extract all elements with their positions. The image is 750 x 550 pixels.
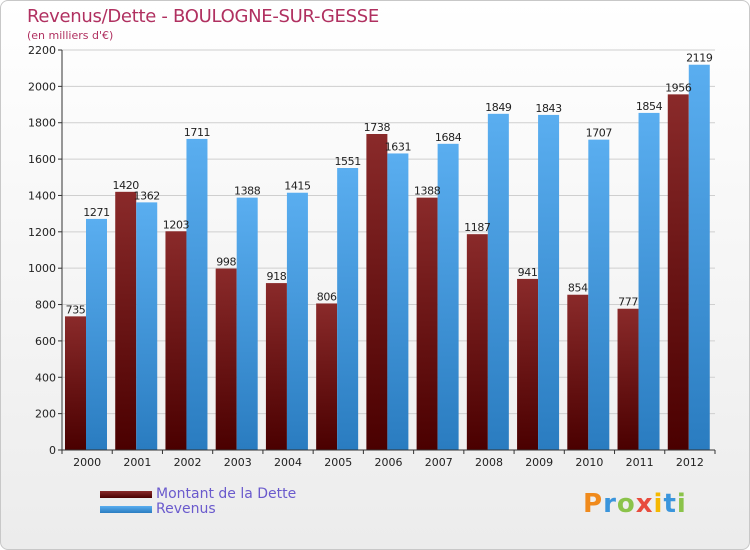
x-tick-label: 2002 (174, 456, 202, 469)
legend-swatch-revenus (100, 505, 152, 513)
legend-swatch-debt (100, 490, 152, 498)
y-tick-label: 1800 (28, 117, 56, 130)
data-label-debt-2003: 998 (216, 256, 236, 269)
data-label-revenus-2002: 1711 (184, 126, 210, 139)
legend-item-revenus: Revenus (100, 501, 216, 517)
bar-debt-2004 (265, 283, 287, 450)
proxiti-logo: Proxiti (583, 489, 687, 519)
y-tick-label: 1000 (28, 262, 56, 275)
x-tick-label: 2000 (73, 456, 101, 469)
bar-debt-2008 (466, 234, 488, 450)
legend-label-revenus: Revenus (156, 501, 216, 517)
data-label-revenus-2003: 1388 (234, 185, 261, 198)
bar-revenus-2007 (437, 143, 459, 450)
logo-letter: P (583, 489, 604, 519)
logo-letter: i (653, 489, 664, 519)
legend-label-debt: Montant de la Dette (156, 486, 297, 502)
y-tick-label: 1400 (28, 189, 56, 202)
y-tick-label: 600 (35, 335, 56, 348)
bar-debt-2005 (316, 303, 338, 450)
x-tick-label: 2006 (375, 456, 403, 469)
x-tick-label: 2010 (575, 456, 603, 469)
bars (65, 64, 710, 451)
bar-debt-2006 (366, 134, 388, 450)
bar-debt-2010 (567, 294, 589, 450)
bar-revenus-2001 (136, 202, 158, 450)
y-tick-label: 2200 (28, 44, 56, 57)
data-label-revenus-2011: 1854 (636, 100, 663, 113)
bar-revenus-2010 (588, 139, 610, 451)
data-label-revenus-2008: 1849 (485, 101, 512, 114)
bar-revenus-2002 (186, 138, 208, 450)
data-label-revenus-2006: 1631 (385, 140, 411, 153)
x-tick-label: 2012 (676, 456, 704, 469)
bar-revenus-2000 (86, 218, 107, 450)
y-tick-label: 0 (49, 444, 56, 457)
data-label-debt-2005: 806 (317, 290, 337, 303)
logo-letter: t (663, 489, 677, 519)
data-label-revenus-2001: 1362 (134, 189, 160, 202)
chart-title: Revenus/Dette - BOULOGNE-SUR-GESSE (27, 6, 379, 27)
x-tick-label: 2005 (324, 456, 352, 469)
bar-debt-2003 (215, 268, 237, 450)
bar-revenus-2005 (337, 168, 359, 450)
logo-letter: r (603, 489, 617, 519)
data-label-debt-2002: 1203 (163, 218, 190, 231)
data-label-revenus-2009: 1843 (535, 102, 562, 115)
data-label-debt-2006: 1738 (364, 121, 391, 134)
data-label-debt-2000: 735 (66, 303, 86, 316)
y-tick-label: 1600 (28, 153, 56, 166)
bar-debt-2001 (115, 191, 137, 450)
bar-revenus-2012 (688, 64, 710, 451)
data-label-debt-2010: 854 (568, 282, 588, 295)
data-label-debt-2001: 1420 (113, 179, 140, 192)
data-label-revenus-2005: 1551 (334, 155, 360, 168)
bar-revenus-2003 (236, 197, 258, 450)
x-tick-label: 2007 (425, 456, 453, 469)
bar-debt-2009 (517, 278, 539, 450)
x-tick-label: 2009 (525, 456, 553, 469)
bar-debt-2011 (617, 308, 639, 450)
data-label-revenus-2004: 1415 (284, 180, 311, 193)
y-tick-label: 400 (35, 371, 56, 384)
data-label-debt-2009: 941 (518, 266, 538, 279)
y-axis-ticks: 0 200 400 600 800 1000 1200 1400 1600 1800 2000 220… (28, 44, 62, 457)
bar-debt-2012 (667, 94, 689, 450)
data-label-debt-2011: 777 (618, 296, 638, 309)
data-label-debt-2004: 918 (267, 270, 287, 283)
x-tick-label: 2003 (224, 456, 252, 469)
x-tick-label: 2011 (626, 456, 654, 469)
data-label-revenus-2010: 1707 (586, 127, 613, 140)
bar-revenus-2009 (538, 114, 560, 450)
legend-item-debt: Montant de la Dette (100, 486, 296, 502)
bar-revenus-2006 (387, 153, 409, 451)
x-tick-label: 2001 (123, 456, 151, 469)
bar-revenus-2008 (487, 113, 509, 451)
x-tick-label: 2008 (475, 456, 503, 469)
data-label-revenus-2007: 1684 (435, 131, 462, 144)
y-tick-label: 800 (35, 299, 56, 312)
data-label-debt-2012: 1956 (665, 81, 692, 94)
data-label-debt-2007: 1388 (414, 185, 441, 198)
x-axis-ticks: 2000 2001 2002 2003 2004 2005 2006 2007 2008 2009… (61, 450, 716, 469)
data-label-debt-2008: 1187 (464, 221, 491, 234)
bar-debt-2007 (416, 197, 438, 450)
y-tick-label: 2000 (28, 80, 56, 93)
y-tick-label: 200 (35, 408, 56, 421)
y-tick-label: 1200 (28, 226, 56, 239)
bar-debt-2002 (165, 231, 187, 450)
x-tick-label: 2004 (274, 456, 302, 469)
bar-revenus-2011 (638, 112, 660, 450)
logo-letter: i (676, 489, 687, 519)
bar-debt-2000 (65, 316, 86, 450)
logo-letter: o (616, 489, 636, 519)
bar-revenus-2004 (286, 192, 308, 450)
chart-subtitle: (en milliers d'€) (27, 29, 114, 42)
data-label-revenus-2012: 2119 (686, 52, 713, 65)
data-label-revenus-2000: 1271 (83, 206, 109, 219)
logo-letter: x (635, 489, 654, 519)
